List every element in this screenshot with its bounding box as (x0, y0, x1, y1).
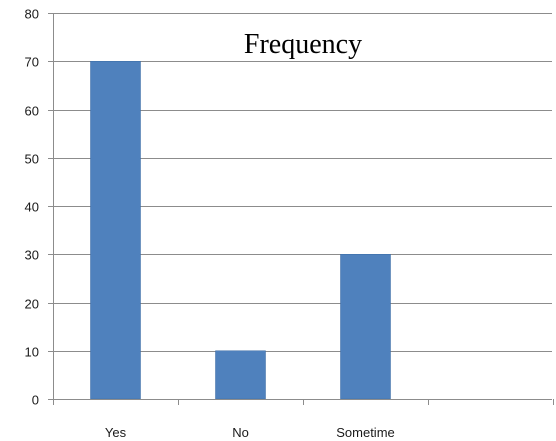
x-tick-labels: Yes No Sometime (105, 425, 395, 440)
bar-sometime (340, 254, 391, 400)
chart-title: Frequency (244, 29, 362, 60)
x-tick-label: Sometime (336, 425, 395, 440)
bars (90, 61, 391, 400)
bar-no (215, 350, 266, 400)
y-tick-label: 20 (25, 297, 39, 312)
y-tick-label: 50 (25, 152, 39, 167)
y-tick-labels: 0 10 20 30 40 50 60 70 80 (25, 7, 39, 408)
y-tick-label: 70 (25, 55, 39, 70)
axes (48, 13, 554, 405)
y-tick-label: 30 (25, 248, 39, 263)
y-tick-label: 0 (32, 393, 39, 408)
bar-yes (90, 61, 141, 400)
y-tick-label: 10 (25, 345, 39, 360)
x-tick-label: No (232, 425, 249, 440)
y-tick-label: 60 (25, 104, 39, 119)
x-tick-label: Yes (105, 425, 127, 440)
y-tick-label: 80 (25, 7, 39, 22)
y-tick-label: 40 (25, 200, 39, 215)
